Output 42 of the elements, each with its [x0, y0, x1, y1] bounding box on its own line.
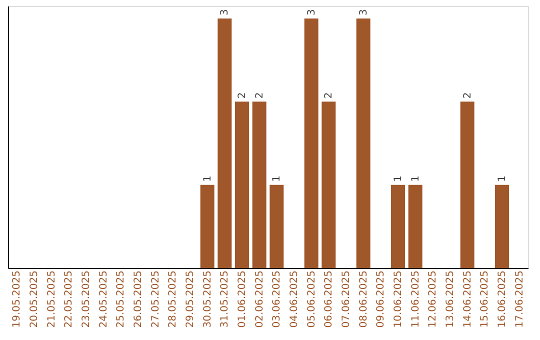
x-tick-label: 28.05.2025	[168, 270, 179, 328]
x-tick-label: 14.06.2025	[462, 270, 474, 328]
x-tick-label: 11.06.2025	[410, 270, 422, 328]
x-tick-label: 13.06.2025	[445, 270, 456, 328]
x-tick-label: 22.05.2025	[64, 270, 75, 328]
data-label: 3	[358, 9, 370, 16]
data-label: 1	[272, 175, 283, 182]
x-tick-label: 16.06.2025	[497, 270, 508, 328]
data-label: 2	[462, 92, 474, 99]
data-label: 1	[497, 175, 508, 182]
x-tick-label: 09.06.2025	[376, 270, 387, 328]
x-tick-label: 15.06.2025	[480, 270, 491, 328]
x-tick-label: 07.06.2025	[341, 270, 352, 328]
data-label: 3	[306, 9, 318, 16]
x-tick-label: 27.05.2025	[150, 270, 162, 328]
x-tick-label: 31.05.2025	[220, 270, 231, 328]
x-tick-label: 23.05.2025	[81, 270, 92, 328]
x-tick-label: 19.05.2025	[12, 270, 23, 328]
x-tick-label: 25.05.2025	[116, 270, 127, 328]
x-tick-label: 29.05.2025	[185, 270, 196, 328]
x-tick-label: 24.05.2025	[98, 270, 110, 328]
data-label: 3	[220, 9, 231, 16]
x-tick-label: 10.06.2025	[393, 270, 404, 328]
data-label: 2	[237, 92, 248, 99]
x-tick-label: 06.06.2025	[324, 270, 335, 328]
x-tick-label: 21.05.2025	[46, 270, 58, 328]
data-label: 2	[254, 92, 266, 99]
x-tick-label: 01.06.2025	[237, 270, 248, 328]
x-tick-label: 03.06.2025	[272, 270, 283, 328]
data-label: 1	[393, 175, 404, 182]
data-label: 1	[410, 175, 422, 182]
data-label: 1	[202, 175, 214, 182]
x-tick-label: 26.05.2025	[133, 270, 144, 328]
x-tick-label: 20.05.2025	[29, 270, 40, 328]
x-tick-label: 04.06.2025	[289, 270, 300, 328]
x-tick-label: 05.06.2025	[306, 270, 318, 328]
x-tick-label: 30.05.2025	[202, 270, 214, 328]
x-tick-label: 12.06.2025	[428, 270, 439, 328]
x-tick-label: 02.06.2025	[254, 270, 266, 328]
x-tick-label: 08.06.2025	[358, 270, 370, 328]
data-label: 2	[324, 92, 335, 99]
x-tick-label: 17.06.2025	[514, 270, 526, 328]
